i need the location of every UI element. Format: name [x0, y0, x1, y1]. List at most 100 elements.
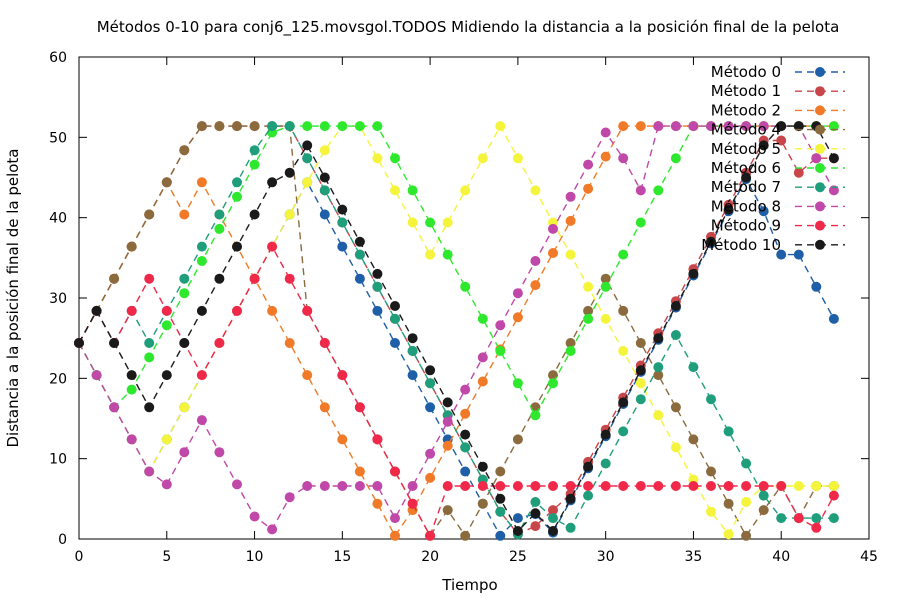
data-point: [495, 320, 506, 331]
data-point: [583, 305, 594, 316]
data-point: [372, 268, 383, 279]
data-point: [706, 394, 716, 405]
data-point: [776, 249, 787, 260]
data-point: [284, 209, 295, 220]
data-point: [635, 394, 646, 405]
data-point: [390, 301, 400, 311]
data-point: [302, 177, 313, 188]
data-point: [354, 236, 365, 247]
data-point: [267, 524, 278, 535]
data-point: [530, 508, 541, 519]
data-point: [232, 191, 242, 202]
data-point: [267, 177, 278, 188]
data-point: [776, 513, 787, 524]
data-point: [337, 370, 348, 381]
data-point: [372, 498, 383, 509]
data-point: [267, 305, 278, 316]
legend-entry: Método 10: [701, 236, 845, 254]
legend-label: Método 10: [701, 236, 781, 254]
data-point: [688, 434, 699, 445]
data-point: [530, 410, 541, 421]
x-tick-label: 5: [162, 549, 171, 565]
data-point: [811, 153, 822, 164]
legend-label: Método 0: [711, 63, 781, 81]
data-point: [319, 121, 330, 132]
legend-entry: Método 6: [711, 159, 845, 177]
series-m-todo-9-line: [78, 245, 835, 538]
data-point: [653, 370, 664, 381]
data-point: [723, 498, 734, 509]
data-point: [407, 498, 418, 509]
data-point: [565, 522, 576, 533]
data-point: [109, 338, 120, 348]
data-point: [600, 127, 611, 138]
data-point: [126, 305, 137, 316]
data-point: [460, 384, 471, 395]
data-point: [600, 458, 611, 469]
data-point: [161, 305, 172, 316]
data-point: [214, 223, 225, 234]
data-point: [495, 466, 506, 477]
data-point: [390, 338, 400, 348]
data-point: [793, 513, 804, 524]
data-point: [758, 206, 769, 217]
data-point: [583, 281, 594, 292]
data-point: [425, 365, 436, 376]
data-point: [372, 153, 383, 164]
legend-entry: Método 8: [711, 197, 845, 215]
data-point: [793, 249, 804, 260]
data-point: [337, 481, 348, 491]
data-point: [267, 121, 278, 132]
series-m-todo-5-line: [78, 124, 834, 536]
data-point: [390, 185, 400, 196]
legend-swatch-marker: [815, 143, 825, 154]
data-point: [442, 217, 453, 228]
data-point: [337, 204, 348, 215]
x-tick-label: 10: [246, 549, 264, 565]
data-point: [319, 209, 330, 220]
data-point: [723, 426, 734, 437]
data-point: [741, 458, 752, 469]
data-point: [442, 249, 453, 260]
data-point: [126, 370, 137, 381]
data-point: [407, 481, 418, 491]
x-tick-label: 20: [421, 549, 439, 565]
data-point: [565, 191, 576, 202]
data-point: [390, 530, 400, 541]
data-point: [670, 330, 681, 340]
data-point: [565, 346, 576, 356]
data-point: [635, 365, 646, 376]
data-point: [126, 384, 137, 395]
data-point: [179, 209, 190, 220]
data-point: [337, 121, 348, 132]
data-point: [319, 481, 330, 491]
data-point: [372, 121, 383, 132]
data-point: [302, 140, 313, 151]
data-point: [828, 490, 839, 501]
data-point: [144, 402, 155, 413]
data-point: [460, 481, 471, 491]
data-point: [776, 135, 787, 146]
data-point: [670, 481, 681, 491]
legend-swatch-marker: [815, 67, 825, 77]
data-point: [758, 140, 769, 151]
data-point: [688, 362, 699, 373]
legend-label: Método 7: [711, 178, 781, 196]
data-point: [793, 121, 804, 132]
data-point: [653, 333, 664, 344]
data-point: [442, 505, 453, 516]
data-point: [512, 526, 523, 536]
data-point: [530, 481, 541, 491]
data-point: [425, 530, 436, 541]
data-point: [670, 121, 681, 132]
data-point: [618, 249, 629, 260]
data-point: [776, 481, 787, 491]
legend-entry: Método 4: [711, 121, 845, 139]
data-point: [161, 434, 172, 445]
data-point: [670, 442, 681, 453]
data-point: [565, 481, 576, 491]
data-point: [828, 153, 839, 164]
data-point: [284, 121, 295, 132]
data-point: [196, 370, 207, 381]
